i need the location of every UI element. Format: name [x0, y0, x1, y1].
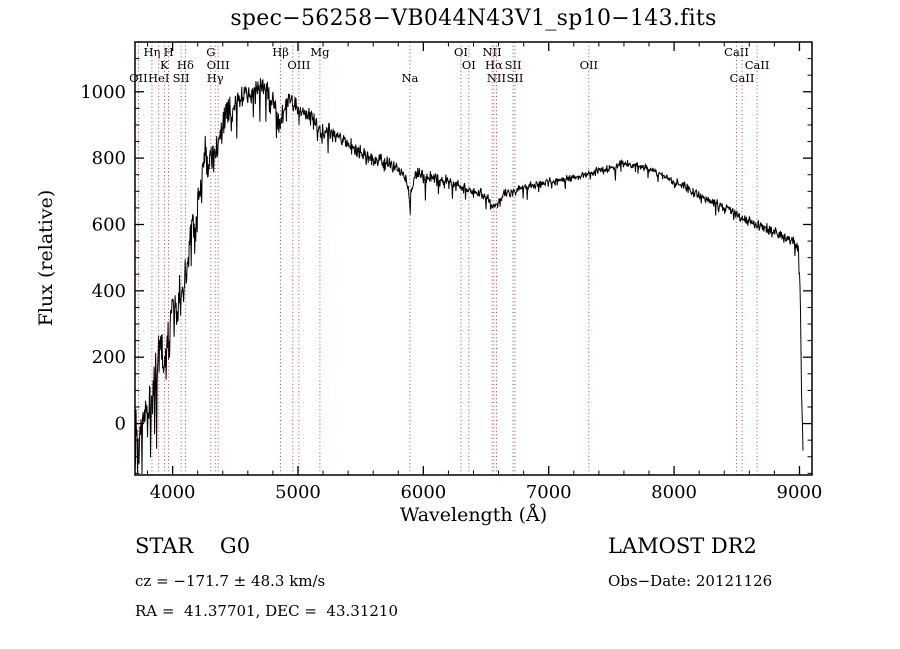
- spectral-line-label: Hα: [485, 58, 503, 72]
- spectral-line-label: CaII: [724, 45, 749, 59]
- x-tick-label: 6000: [400, 482, 446, 503]
- x-tick-label: 9000: [777, 482, 823, 503]
- spectral-line-label: NII: [487, 71, 506, 85]
- obs-date: Obs−Date: 20121126: [608, 572, 773, 590]
- spectral-line-label: Hβ: [272, 45, 289, 59]
- y-tick-label: 1000: [80, 82, 126, 103]
- y-tick-label: 600: [92, 214, 126, 235]
- spectral-line-label: CaII: [730, 71, 755, 85]
- survey-label: LAMOST DR2: [608, 534, 757, 558]
- spectral-line-label: SII: [505, 58, 522, 72]
- x-axis-label: Wavelength (Å): [399, 504, 548, 526]
- spectral-line-label: Na: [401, 71, 418, 85]
- cz-value: cz = −171.7 ± 48.3 km/s: [135, 572, 326, 590]
- spectral-line-label: HeI: [148, 71, 169, 85]
- spectral-line-label: OIII: [207, 58, 230, 72]
- spectral-line-label: Hδ: [177, 58, 194, 72]
- y-tick-label: 400: [92, 281, 126, 302]
- spectral-line-label: G: [206, 45, 215, 59]
- x-tick-label: 4000: [150, 482, 196, 503]
- spectral-line-label: SII: [507, 71, 524, 85]
- spectral-line-label: OI: [462, 58, 476, 72]
- spectral-line-label: NII: [482, 45, 501, 59]
- spectral-line-label: Hη: [143, 45, 160, 59]
- spectral-line-label: OI: [454, 45, 468, 59]
- x-tick-label: 5000: [275, 482, 321, 503]
- plot-title: spec−56258−VB044N43V1_sp10−143.fits: [230, 6, 717, 31]
- spectral-line-label: OII: [580, 58, 599, 72]
- y-axis-label: Flux (relative): [35, 189, 57, 327]
- object-class-label: STAR G0: [135, 534, 251, 558]
- spectral-line-label: OII: [129, 71, 148, 85]
- y-tick-label: 200: [92, 347, 126, 368]
- ra-dec-value: RA = 41.37701, DEC = 43.31210: [135, 602, 399, 620]
- y-tick-label: 0: [115, 414, 126, 435]
- spectral-line-label: CaII: [745, 58, 770, 72]
- y-tick-label: 800: [92, 148, 126, 169]
- spectral-line-label: SII: [173, 71, 190, 85]
- spectrum-trace: [134, 78, 804, 475]
- x-tick-label: 7000: [526, 482, 572, 503]
- spectral-line-label: H: [164, 45, 174, 59]
- spectral-line-label: K: [160, 58, 169, 72]
- spectral-line-label: Hγ: [207, 71, 224, 85]
- x-tick-label: 8000: [651, 482, 697, 503]
- spectral-line-label: OIII: [287, 58, 310, 72]
- spectral-line-label: Mg: [310, 45, 330, 59]
